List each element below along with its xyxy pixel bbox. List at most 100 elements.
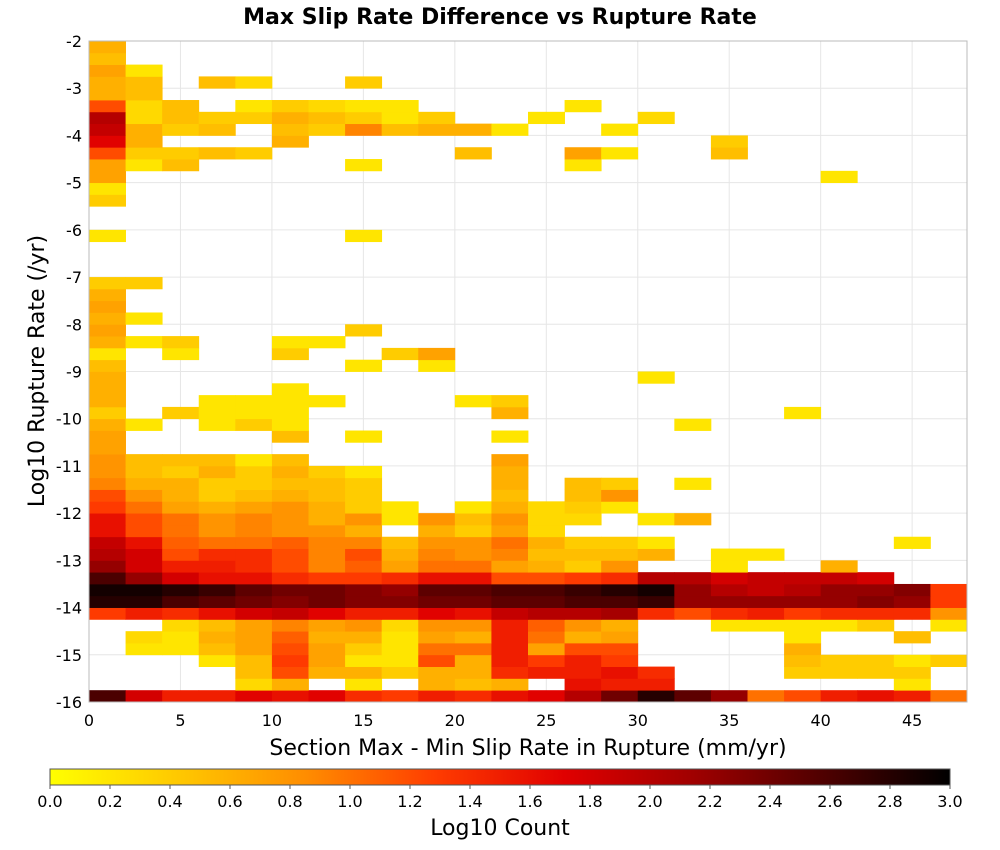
heatmap-cell [528, 524, 565, 538]
heatmap-cell [89, 288, 126, 302]
x-tick-label: 0 [84, 711, 94, 730]
heatmap-cell [271, 454, 309, 467]
heatmap-cell [564, 572, 602, 585]
heatmap-cell [710, 583, 748, 597]
heatmap-cell [345, 536, 383, 549]
heatmap-cell [381, 642, 419, 656]
heatmap-cell [528, 501, 565, 514]
heatmap-cell [271, 619, 309, 632]
heatmap-cell [491, 642, 529, 656]
heatmap-cell [125, 336, 163, 349]
heatmap-cell [308, 583, 346, 597]
heatmap-cell [125, 123, 163, 136]
heatmap-cell [271, 666, 309, 679]
heatmap-cell [637, 371, 675, 384]
heatmap-cell [89, 336, 126, 349]
heatmap-cell [784, 607, 822, 620]
heatmap-cell [125, 548, 163, 561]
heatmap-cell [271, 524, 309, 538]
heatmap-cell [271, 465, 309, 479]
heatmap-cell [271, 418, 309, 431]
y-tick-label: -9 [66, 363, 82, 382]
heatmap-cell [784, 583, 822, 597]
heatmap-cell [345, 100, 383, 113]
heatmap-cell [89, 607, 126, 620]
heatmap-cell [125, 64, 163, 77]
y-tick-label: -8 [66, 315, 82, 334]
heatmap-cell [454, 123, 492, 136]
heatmap-cell [308, 477, 346, 490]
heatmap-cell [491, 631, 529, 644]
x-tick-label: 5 [175, 711, 185, 730]
heatmap-cell [308, 560, 346, 573]
heatmap-cell [125, 312, 163, 325]
heatmap-cell [198, 572, 236, 585]
heatmap-cell [930, 654, 968, 667]
heatmap-cell [454, 631, 492, 644]
heatmap-cell [491, 465, 529, 479]
colorbar-tick-label: 1.4 [457, 792, 482, 811]
heatmap-cell [162, 513, 200, 526]
heatmap-cell [418, 654, 456, 667]
heatmap-cell [89, 383, 126, 396]
heatmap-cell [162, 524, 200, 538]
colorbar-ticks: 0.0 0.2 0.4 0.6 0.8 1.0 1.2 1.4 1.6 1.8 2.0 2.2 2.4 2… [37, 785, 963, 811]
heatmap-cell [125, 631, 163, 644]
heatmap-cell [674, 595, 712, 608]
heatmap-cell [601, 666, 639, 679]
colorbar-tick-label: 2.8 [877, 792, 902, 811]
heatmap-cell [125, 135, 163, 148]
heatmap-cell [820, 690, 858, 703]
heatmap-cell [528, 642, 565, 656]
heatmap-cell [418, 607, 456, 620]
heatmap-cell [198, 395, 236, 408]
heatmap-cell [125, 642, 163, 656]
heatmap-cell [271, 513, 309, 526]
heatmap-cell [308, 619, 346, 632]
heatmap-cell [820, 560, 858, 573]
heatmap-cell [271, 406, 309, 420]
heatmap-cell [345, 513, 383, 526]
heatmap-cell [125, 418, 163, 431]
heatmap-cells [89, 41, 968, 703]
heatmap-cell [930, 619, 968, 632]
heatmap-cell [381, 548, 419, 561]
heatmap-cell [162, 123, 200, 136]
heatmap-cell [381, 654, 419, 667]
heatmap-cell [564, 595, 602, 608]
heatmap-cell [235, 406, 273, 420]
heatmap-cell [125, 595, 163, 608]
heatmap-cell [820, 654, 858, 667]
heatmap-cell [345, 465, 383, 479]
heatmap-cell [601, 631, 639, 644]
heatmap-cell [857, 583, 895, 597]
heatmap-cell [710, 572, 748, 585]
heatmap-cell [381, 111, 419, 125]
y-tick-label: -2 [66, 32, 82, 51]
heatmap-cell [418, 583, 456, 597]
heatmap-cell [601, 654, 639, 667]
heatmap-cell [601, 572, 639, 585]
heatmap-cell [125, 88, 163, 101]
heatmap-cell [125, 159, 163, 172]
heatmap-cell [125, 690, 163, 703]
y-axis-ticks: -2 -3 -4 -5 -6 -7 -8 -9 -10 -11 -12 -13 -14 -15 -16 [56, 32, 82, 712]
heatmap-cell [198, 654, 236, 667]
heatmap-cell [564, 583, 602, 597]
heatmap-cell [235, 678, 273, 691]
heatmap-cell [454, 619, 492, 632]
heatmap-cell [454, 560, 492, 573]
heatmap-cell [198, 690, 236, 703]
heatmap-cell [345, 595, 383, 608]
heatmap-cell [89, 572, 126, 585]
heatmap-cell [381, 631, 419, 644]
heatmap-cell [308, 111, 346, 125]
heatmap-cell [601, 642, 639, 656]
y-tick-label: -10 [56, 410, 82, 429]
heatmap-cell [89, 560, 126, 573]
heatmap-cell [381, 572, 419, 585]
heatmap-cell [89, 52, 126, 66]
heatmap-cell [89, 395, 126, 408]
heatmap-cell [235, 595, 273, 608]
heatmap-cell [893, 607, 931, 620]
